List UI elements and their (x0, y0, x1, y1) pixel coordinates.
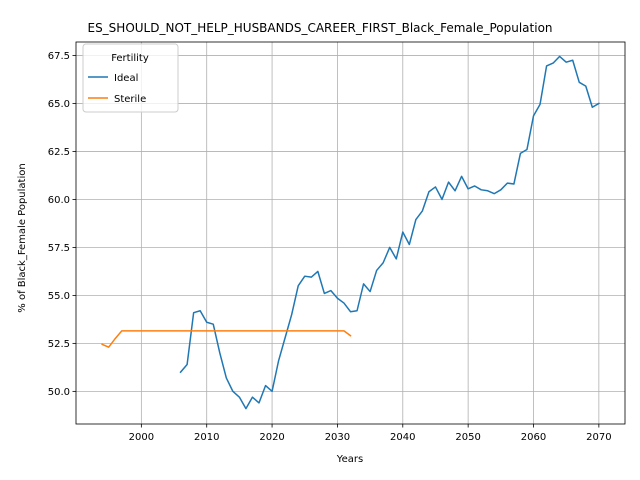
series-line-sterile (101, 330, 352, 348)
chart-title: ES_SHOULD_NOT_HELP_HUSBANDS_CAREER_FIRST… (87, 21, 552, 35)
grid (76, 42, 625, 424)
y-tick-label: 60.0 (48, 195, 70, 206)
y-tick-label: 52.5 (48, 339, 70, 350)
x-axis-label: Years (336, 454, 363, 465)
legend-box (82, 43, 179, 113)
x-axis: 2000 2010 2020 2030 2040 2050 2060 2070 (129, 424, 612, 443)
y-axis: 50.0 52.5 55.0 57.5 60.0 62.5 65.0 67.5 (48, 51, 76, 398)
plot-frame (75, 41, 626, 425)
x-tick-label: 2020 (259, 432, 284, 443)
x-tick-label: 2050 (455, 432, 480, 443)
legend-label-sterile: Sterile (114, 94, 146, 105)
y-tick-label: 62.5 (48, 147, 70, 158)
y-tick-label: 50.0 (48, 387, 70, 398)
x-tick-label: 2010 (194, 432, 219, 443)
x-tick-label: 2040 (390, 432, 415, 443)
legend-label-ideal: Ideal (114, 73, 138, 84)
y-tick-label: 65.0 (48, 99, 70, 110)
y-axis-label: % of Black_Female Population (17, 163, 28, 312)
series-line-ideal (179, 55, 600, 410)
legend: Fertility Ideal Sterile (82, 43, 179, 113)
x-tick-label: 2070 (586, 432, 611, 443)
x-tick-label: 2030 (325, 432, 350, 443)
legend-title: Fertility (111, 53, 149, 64)
y-tick-label: 67.5 (48, 51, 70, 62)
y-tick-label: 55.0 (48, 291, 70, 302)
series-layer (101, 55, 600, 410)
x-tick-label: 2000 (129, 432, 154, 443)
x-tick-label: 2060 (521, 432, 546, 443)
y-tick-label: 57.5 (48, 243, 70, 254)
